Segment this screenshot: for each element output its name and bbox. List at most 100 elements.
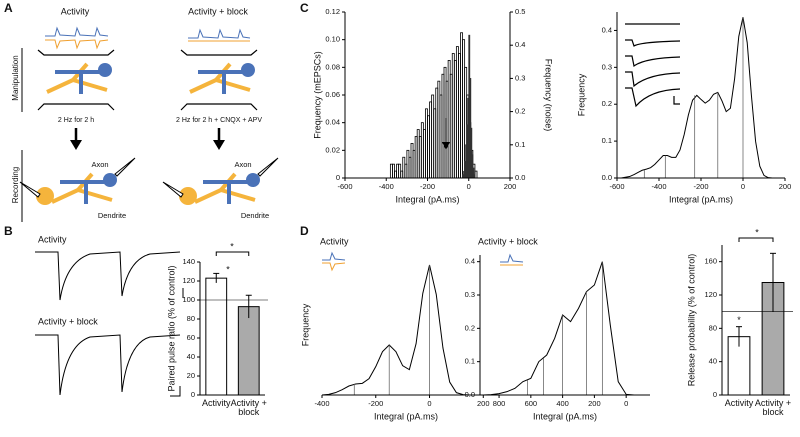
x-axis-label: Integral (pA.ms) — [374, 411, 438, 421]
x-tick-label: -400 — [651, 182, 666, 191]
x-tick-label: 600 — [525, 399, 538, 408]
diagram-title: Activity — [61, 6, 90, 16]
significance-bracket — [738, 237, 774, 242]
y-tick-label: 0.5 — [515, 7, 525, 16]
bar — [205, 277, 228, 396]
protocol: 2 Hz for 2 h + CNQX + APV — [176, 117, 262, 124]
ephys-trace — [35, 251, 184, 397]
inset-traces — [625, 23, 681, 108]
density-line — [483, 261, 650, 396]
y-tick-label: 0 — [191, 390, 195, 399]
y-axis-label: Frequency — [576, 73, 586, 116]
y-tick-label: 0.2 — [465, 323, 475, 332]
x-tick-label: 400 — [556, 399, 569, 408]
y-axis-label: Release probability (% of control) — [686, 254, 696, 387]
dendrite-label: Dendrite — [241, 211, 269, 220]
x-axis-label: Integral (pA.ms) — [669, 194, 733, 204]
y-tick-label: 0.06 — [325, 90, 340, 99]
x-tick-label: -200 — [368, 399, 383, 408]
x-tick-label: -400 — [379, 182, 394, 191]
y-tick-label: 20 — [187, 371, 195, 380]
y-tick-label: 0.3 — [515, 73, 525, 82]
arrow — [70, 128, 225, 150]
y-axis-label: Frequency (mEPSCs) — [312, 51, 322, 139]
panel-label: C — [300, 1, 309, 15]
significance-star: * — [755, 227, 759, 237]
x-tick-label: 200 — [588, 399, 601, 408]
panel-label: B — [4, 224, 13, 238]
significance-bracket — [215, 251, 250, 256]
y-tick-label: 0.1 — [602, 136, 612, 145]
y-axis-label: Frequency — [300, 303, 310, 346]
diagram-title: Activity + block — [188, 6, 248, 16]
x-tick-label: 200 — [504, 182, 517, 191]
panel-label: A — [4, 1, 13, 15]
x-tick-label: 0 — [467, 182, 471, 191]
density-line — [617, 17, 785, 179]
y-tick-label: 0.0 — [465, 390, 475, 399]
y-tick-label: 0.0 — [602, 173, 612, 182]
y-tick-label: 80 — [187, 314, 195, 323]
chart-title: Activity + block — [478, 236, 538, 246]
y-tick-label: 40 — [709, 357, 717, 366]
y-tick-label: 0.3 — [602, 62, 612, 71]
synapse-icon — [45, 61, 114, 96]
y-tick-label: 0.08 — [325, 62, 340, 71]
x-axis-label: Integral (pA.ms) — [533, 411, 597, 421]
x-axis-label: Integral (pA.ms) — [395, 194, 459, 204]
recording-icon — [19, 157, 279, 206]
y-tick-label: 60 — [187, 333, 195, 342]
y-tick-label: 0.10 — [325, 35, 340, 44]
x-tick-label: Activity — [724, 398, 754, 408]
x-tick-label: -600 — [609, 182, 624, 191]
y-tick-label: 0.02 — [325, 145, 340, 154]
bar — [237, 306, 260, 396]
y-tick-label: 0.1 — [465, 357, 475, 366]
y-tick-label: 80 — [709, 323, 717, 332]
y-tick-label: 140 — [182, 257, 195, 266]
x-tick-label: 0 — [741, 182, 745, 191]
significance-star: * — [737, 315, 741, 325]
trace-label: Activity + block — [38, 316, 98, 326]
y-tick-label: 100 — [182, 295, 195, 304]
x-tick-label: -600 — [337, 182, 352, 191]
x-tick-label: 200 — [477, 399, 490, 408]
y-tick-label: 120 — [182, 276, 195, 285]
dendrite-label: Dendrite — [98, 211, 126, 220]
x-tick-label: -400 — [314, 399, 329, 408]
y-tick-label: 0.2 — [602, 99, 612, 108]
x-tick-label: Activity + block — [754, 398, 792, 418]
axon-label: Axon — [91, 160, 108, 169]
x-tick-label: Activity — [201, 398, 231, 408]
synapse-icon — [188, 61, 257, 96]
chart-title: Activity — [320, 236, 349, 246]
side-label: Manipulation — [11, 55, 20, 100]
y-axis-label: Frequency (noise) — [544, 59, 554, 132]
y-tick-label: 0.4 — [465, 257, 475, 266]
y-tick-label: 0 — [336, 173, 340, 182]
traces-icon — [45, 26, 251, 50]
y-tick-label: 0.0 — [515, 173, 525, 182]
x-tick-label: 800 — [493, 399, 506, 408]
y-tick-label: 0.4 — [515, 40, 525, 49]
chamber — [37, 49, 258, 111]
x-tick-label: 0 — [624, 399, 628, 408]
y-tick-label: 120 — [704, 290, 717, 299]
y-tick-label: 0 — [713, 390, 717, 399]
protocol: 2 Hz for 2 h — [58, 117, 94, 124]
y-tick-label: 40 — [187, 352, 195, 361]
axon-label: Axon — [234, 160, 251, 169]
x-tick-label: 200 — [779, 182, 792, 191]
y-tick-label: 0.12 — [325, 7, 340, 16]
x-tick-label: 0 — [427, 399, 431, 408]
inset-traces — [322, 251, 524, 272]
significance-star: * — [226, 264, 230, 274]
significance-star: * — [230, 241, 234, 251]
y-tick-label: 0.04 — [325, 118, 340, 127]
y-tick-label: 0.3 — [465, 290, 475, 299]
x-tick-label: -200 — [693, 182, 708, 191]
trace-label: Activity — [38, 234, 67, 244]
side-label: Recording — [11, 167, 20, 203]
